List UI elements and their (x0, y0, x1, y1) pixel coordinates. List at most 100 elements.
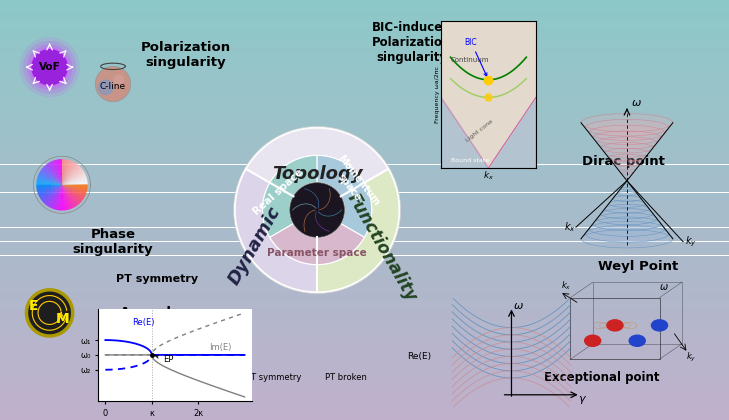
Bar (0, 329, 729, 333)
Polygon shape (36, 178, 62, 185)
Bar (0, 207, 729, 210)
Polygon shape (39, 172, 62, 185)
Bar (0, 119, 729, 123)
Polygon shape (57, 159, 62, 185)
Bar (0, 39, 729, 42)
Text: Functionality: Functionality (344, 190, 421, 305)
Bar (0, 375, 729, 378)
Text: Parameter space: Parameter space (268, 248, 367, 258)
Polygon shape (62, 185, 79, 206)
Bar (0, 161, 729, 165)
Bar (0, 52, 729, 56)
Bar (0, 249, 729, 252)
Bar (0, 333, 729, 336)
Text: Light cone: Light cone (464, 118, 494, 142)
Polygon shape (62, 185, 67, 210)
Bar (0, 291, 729, 294)
Bar (0, 228, 729, 231)
Polygon shape (62, 185, 69, 210)
Polygon shape (62, 185, 77, 207)
Bar (0, 129, 729, 133)
Polygon shape (36, 185, 62, 192)
Text: PT broken: PT broken (325, 373, 367, 382)
Bar (0, 136, 729, 140)
Text: BIC-induced
Polarization
singularity: BIC-induced Polarization singularity (372, 21, 452, 64)
Bar (0, 357, 729, 360)
Polygon shape (62, 185, 86, 196)
Polygon shape (262, 155, 317, 237)
Text: Polarization
singularity: Polarization singularity (141, 41, 231, 68)
Bar (0, 378, 729, 381)
Polygon shape (31, 48, 69, 86)
Bar (0, 66, 729, 70)
Bar (0, 144, 729, 147)
Polygon shape (62, 178, 87, 185)
Bar (0, 280, 729, 284)
Bar (0, 126, 729, 129)
Text: Re(E): Re(E) (132, 318, 155, 327)
Text: ω: ω (632, 98, 642, 108)
Bar (0, 32, 729, 35)
Text: Topology: Topology (272, 165, 362, 184)
Polygon shape (62, 185, 87, 189)
Polygon shape (55, 185, 62, 210)
Bar (0, 322, 729, 326)
Bar (0, 116, 729, 119)
Polygon shape (62, 162, 77, 185)
Polygon shape (62, 185, 87, 194)
Bar (0, 175, 729, 178)
Bar (0, 315, 729, 318)
Bar (0, 284, 729, 287)
Bar (0, 287, 729, 291)
Polygon shape (42, 185, 62, 203)
Bar (0, 200, 729, 203)
Text: PT symmetry: PT symmetry (246, 373, 301, 382)
Polygon shape (36, 183, 62, 185)
X-axis label: $k_x$: $k_x$ (483, 169, 494, 182)
Bar (0, 346, 729, 350)
Text: Anapole: Anapole (120, 307, 182, 319)
Polygon shape (47, 163, 62, 185)
Polygon shape (20, 37, 79, 97)
Bar (0, 270, 729, 273)
Circle shape (585, 335, 601, 346)
Polygon shape (42, 167, 62, 185)
Bar (0, 417, 729, 420)
Bar (0, 14, 729, 18)
Text: ω: ω (660, 282, 668, 292)
Circle shape (629, 335, 645, 346)
Bar (0, 312, 729, 315)
Polygon shape (31, 48, 69, 86)
Bar (0, 147, 729, 150)
Polygon shape (98, 79, 114, 95)
Text: $k_x$: $k_x$ (561, 279, 572, 292)
Polygon shape (27, 45, 72, 90)
Bar (0, 3, 729, 7)
Polygon shape (62, 185, 83, 201)
Bar (0, 255, 729, 259)
Bar (0, 140, 729, 144)
Bar (0, 10, 729, 14)
Text: E: E (28, 299, 39, 313)
Bar (0, 308, 729, 312)
Bar (0, 364, 729, 368)
Polygon shape (235, 169, 317, 292)
Bar (0, 350, 729, 354)
Polygon shape (62, 185, 65, 210)
Bar (0, 410, 729, 413)
Bar (0, 381, 729, 385)
Text: Continuum: Continuum (451, 57, 489, 63)
Polygon shape (62, 160, 73, 185)
Circle shape (652, 320, 668, 331)
Bar (0, 294, 729, 297)
Polygon shape (62, 163, 79, 185)
Bar (0, 28, 729, 31)
Bar (0, 45, 729, 49)
Polygon shape (58, 185, 62, 210)
Bar (0, 158, 729, 161)
Polygon shape (61, 159, 64, 185)
Bar (0, 402, 729, 406)
Bar (0, 399, 729, 402)
Polygon shape (23, 41, 76, 94)
Polygon shape (47, 185, 62, 207)
